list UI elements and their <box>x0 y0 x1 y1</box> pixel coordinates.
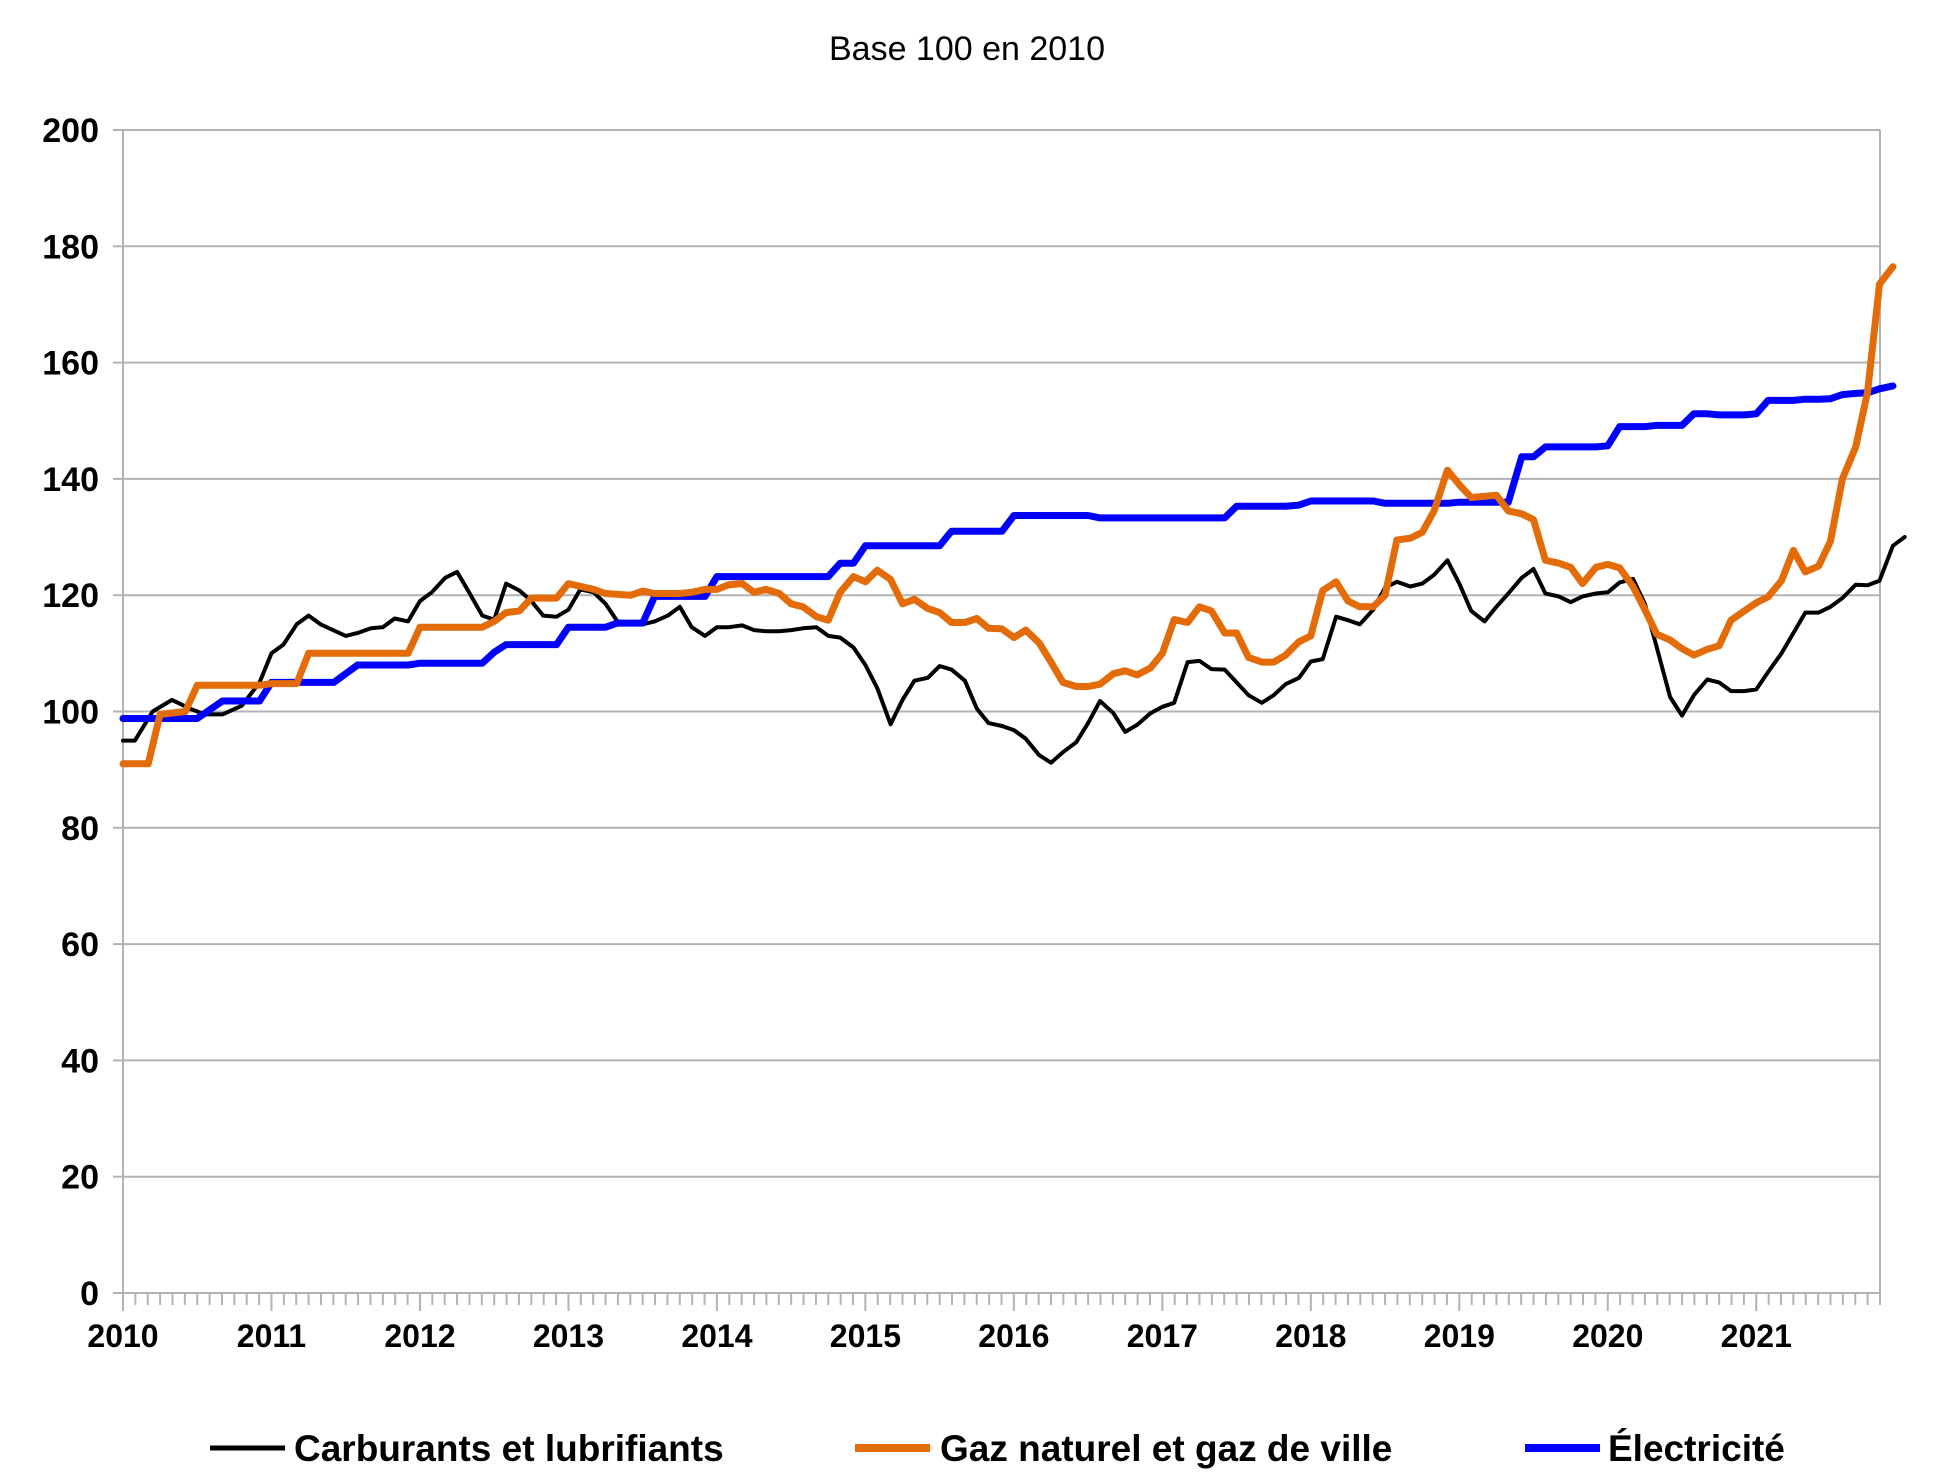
y-tick-label-180: 180 <box>42 228 99 266</box>
y-tick-label-200: 200 <box>42 112 99 150</box>
x-tick-labels: 2010 2011 2012 2013 2014 2015 2016 2017 2018 2019… <box>87 1318 1791 1354</box>
legend-item-carburants: Carburants et lubrifiants <box>210 1428 724 1469</box>
legend: Carburants et lubrifiants Gaz naturel et… <box>210 1428 1785 1469</box>
y-tick-labels: 0 20 40 60 80 100 120 140 160 180 200 <box>42 112 99 1313</box>
y-tick-label-20: 20 <box>61 1159 99 1197</box>
y-tick-label-60: 60 <box>61 926 99 964</box>
x-tick-label-2015: 2015 <box>830 1318 901 1354</box>
axes <box>113 129 1881 1311</box>
y-tick-label-100: 100 <box>42 694 99 732</box>
x-tick-label-2018: 2018 <box>1275 1318 1346 1354</box>
x-tick-label-2021: 2021 <box>1721 1318 1792 1354</box>
y-tick-label-80: 80 <box>61 810 99 848</box>
series-line-electricite <box>119 382 1897 722</box>
legend-label-electricite: Électricité <box>1608 1428 1785 1469</box>
gridlines <box>123 129 1880 1178</box>
series-line-gaz <box>119 263 1897 768</box>
x-tick-label-2013: 2013 <box>533 1318 604 1354</box>
x-tick-label-2010: 2010 <box>87 1318 158 1354</box>
x-tick-label-2020: 2020 <box>1572 1318 1643 1354</box>
y-tick-label-160: 160 <box>42 345 99 383</box>
x-tick-label-2011: 2011 <box>237 1318 306 1354</box>
data-series <box>119 263 1907 768</box>
legend-item-electricite: Électricité <box>1525 1428 1785 1469</box>
y-tick-label-140: 140 <box>42 461 99 499</box>
x-tick-label-2012: 2012 <box>384 1318 455 1354</box>
x-tick-label-2016: 2016 <box>978 1318 1049 1354</box>
legend-label-carburants: Carburants et lubrifiants <box>294 1428 724 1469</box>
x-tick-label-2019: 2019 <box>1424 1318 1495 1354</box>
series-line-carburants <box>121 535 1907 765</box>
legend-label-gaz: Gaz naturel et gaz de ville <box>940 1428 1392 1469</box>
x-tick-label-2017: 2017 <box>1127 1318 1198 1354</box>
x-tick-label-2014: 2014 <box>681 1318 752 1354</box>
chart-subtitle: Base 100 en 2010 <box>829 30 1105 68</box>
legend-item-gaz: Gaz naturel et gaz de ville <box>855 1428 1392 1469</box>
y-tick-label-0: 0 <box>80 1275 99 1313</box>
y-tick-label-40: 40 <box>61 1042 99 1080</box>
y-tick-label-120: 120 <box>42 577 99 615</box>
